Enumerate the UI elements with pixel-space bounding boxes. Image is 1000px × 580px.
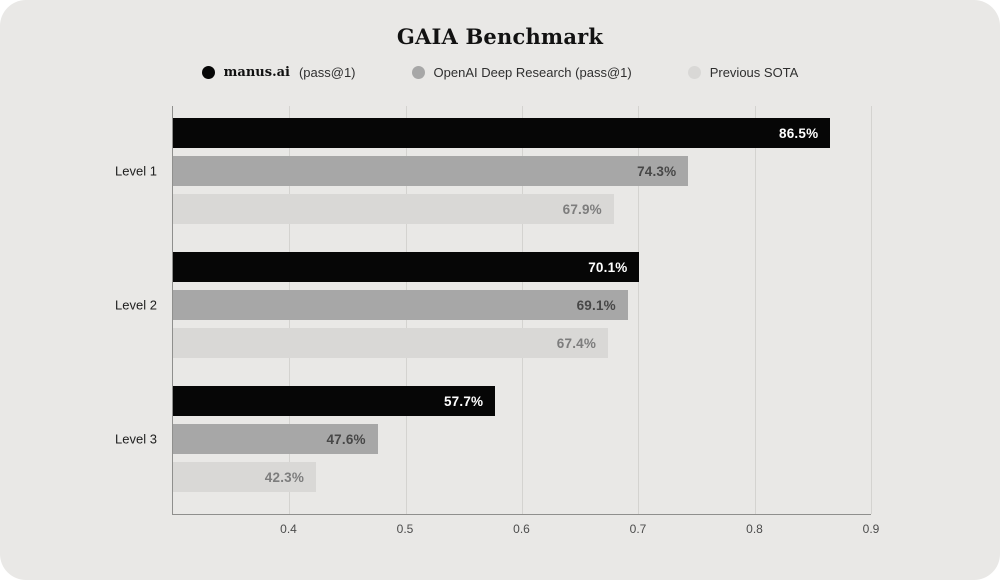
gridline [638, 106, 640, 514]
category-label: Level 2 [115, 297, 157, 313]
bar-value-label: 74.3% [637, 163, 677, 179]
x-tick-label: 0.8 [746, 522, 763, 536]
bar: 69.1% [173, 290, 628, 320]
chart-title: GAIA Benchmark [396, 24, 604, 49]
bar: 47.6% [173, 424, 378, 454]
bar: 67.4% [173, 328, 609, 358]
category-label: Level 3 [115, 431, 157, 447]
bar: 57.7% [173, 386, 496, 416]
gridline [754, 106, 756, 514]
x-tick-label: 0.9 [862, 522, 880, 536]
plot-area: Level 1 86.5% 74.3% 67.9% Level 2 70.1% 69.1% 6… [115, 106, 872, 515]
legend-label: (pass@1) [298, 65, 356, 80]
legend-dot-icon [201, 66, 215, 79]
gridline [871, 106, 872, 514]
legend-label: OpenAI Deep Research (pass@1) [433, 65, 632, 80]
x-tick-label: 0.4 [280, 522, 297, 536]
bar-value-label: 67.4% [556, 335, 597, 351]
bar: 74.3% [173, 156, 689, 186]
legend-item: manus.ai (pass@1) [201, 65, 356, 80]
bar-group: Level 1 86.5% 74.3% 67.9% [115, 118, 871, 224]
bar: 67.9% [173, 194, 614, 224]
x-tick-label: 0.7 [629, 522, 647, 536]
chart: Level 1 86.5% 74.3% 67.9% Level 2 70.1% 69.1% 6… [115, 106, 879, 537]
bar-groups: Level 1 86.5% 74.3% 67.9% Level 2 70.1% 69.1% 6… [115, 118, 871, 492]
bar-value-label: 67.9% [562, 201, 602, 217]
bar-value-label: 69.1% [576, 297, 616, 313]
bar-value-label: 47.6% [326, 431, 366, 447]
legend-item: OpenAI Deep Research (pass@1) [411, 65, 632, 80]
legend-label-strong: manus.ai [223, 65, 290, 80]
bar: 42.3% [173, 462, 317, 492]
bar-value-label: 42.3% [264, 469, 305, 485]
legend-item: Previous SOTA [687, 65, 799, 80]
bar: 70.1% [173, 252, 640, 282]
bar-group: Level 3 57.7% 47.6% 42.3% [115, 386, 871, 492]
x-tick-label: 0.5 [396, 522, 414, 536]
x-tick-label: 0.6 [513, 522, 530, 536]
category-label: Level 1 [115, 163, 157, 179]
bar-value-label: 86.5% [779, 125, 819, 141]
legend-label: Previous SOTA [709, 65, 799, 80]
bar-value-label: 70.1% [588, 259, 628, 275]
bar: 86.5% [173, 118, 831, 148]
x-axis-labels: 0.4 0.5 0.6 0.7 0.8 0.9 [172, 515, 879, 537]
legend-dot-icon [411, 66, 425, 79]
bar-value-label: 57.7% [443, 393, 484, 409]
bar-group: Level 2 70.1% 69.1% 67.4% [115, 252, 871, 358]
legend-dot-icon [687, 66, 701, 79]
legend: manus.ai (pass@1) OpenAI Deep Research (pa… [0, 65, 1000, 80]
